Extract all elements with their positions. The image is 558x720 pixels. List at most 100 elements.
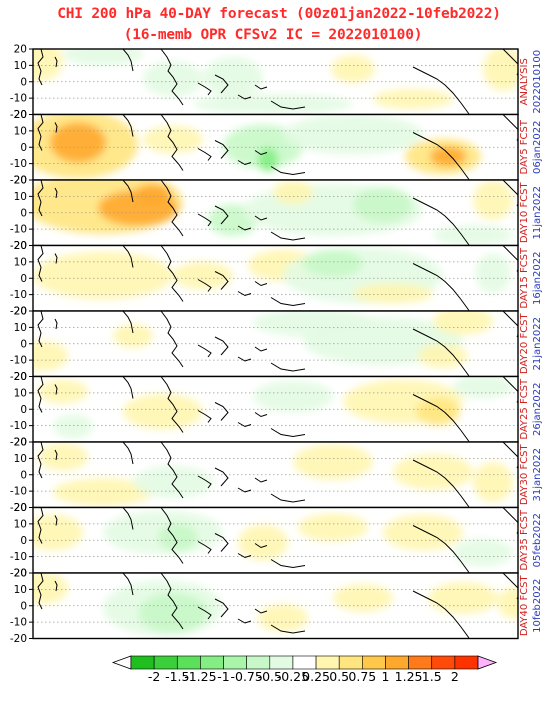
colorbar-label: -1.5 (165, 669, 189, 684)
panel-date: 21jan2022 (532, 317, 543, 370)
anomaly-contour (33, 251, 173, 300)
coastline (37, 114, 44, 151)
anomaly-contour (53, 414, 93, 439)
y-tick-label: 10 (14, 256, 27, 268)
coastline (412, 459, 470, 508)
y-tick-label: -10 (10, 617, 27, 629)
panel: 20 10 0 -10 -20 DAY30 FCST 31jan2022 (10, 437, 543, 515)
coastline (54, 56, 58, 68)
coastline (122, 311, 134, 334)
coastline (160, 180, 184, 237)
coastline (197, 475, 212, 489)
coastline (214, 74, 229, 94)
colorbar-over-arrow (477, 655, 498, 670)
anomaly-contour (203, 57, 263, 97)
colorbar-swatch (292, 655, 317, 670)
coastline (160, 245, 184, 302)
coastline (214, 205, 229, 225)
colorbar-label: -0.5 (258, 669, 282, 684)
anomaly-contour (33, 514, 83, 551)
coastline (237, 553, 252, 559)
y-tick-label: 0 (20, 207, 27, 219)
panel-label: DAY40 FCST (519, 574, 530, 636)
colorbar-swatch (153, 655, 178, 670)
coastline (214, 533, 229, 552)
colorbar-label: 0.25 (302, 669, 330, 684)
y-tick-label: 20 (14, 175, 27, 187)
anomaly-contour (258, 604, 308, 632)
coastline (214, 336, 229, 356)
anomaly-contour (50, 122, 106, 163)
colorbar-label: -0.75 (230, 669, 262, 684)
colorbar: -2 -1.5-1.25 -1 -0.75-0.5-0.250.25 0.5 0.75 1 1… (111, 655, 498, 684)
y-tick-label: 20 (14, 109, 27, 121)
coastline (214, 271, 229, 290)
colorbar-swatch (454, 655, 479, 670)
colorbar-label: 2 (451, 669, 459, 684)
panel-date: 11jan2022 (532, 186, 543, 239)
coastline (270, 624, 306, 634)
panel-date: 16jan2022 (532, 252, 543, 305)
coastline (122, 114, 134, 137)
y-tick-label: 0 (20, 404, 27, 416)
coastline (122, 507, 134, 530)
anomaly-contour (143, 61, 203, 97)
colorbar-swatch (385, 655, 409, 670)
anomaly-contour (393, 454, 473, 490)
coastline (412, 66, 470, 115)
coastline (237, 291, 252, 297)
panel-label: DAY15 FCST (519, 247, 530, 309)
coastline (412, 263, 470, 311)
coastline (197, 606, 212, 620)
colorbar-label: 0.5 (329, 669, 349, 684)
y-tick-label: 20 (14, 437, 27, 449)
anomaly-contour (293, 444, 373, 480)
anomaly-contour (303, 249, 363, 278)
y-tick-label: -20 (10, 240, 27, 252)
anomaly-contour (123, 393, 203, 430)
y-tick-label: 20 (14, 240, 27, 252)
anomaly-contour (430, 146, 466, 167)
y-tick-label: -10 (10, 551, 27, 563)
coastline (37, 376, 44, 413)
coastline (270, 166, 306, 176)
coastline (37, 442, 44, 479)
coastline (237, 487, 252, 493)
anomaly-contour (63, 49, 143, 66)
coastline (254, 543, 268, 549)
anomaly-contour (433, 311, 493, 335)
coastline (270, 559, 306, 569)
coastline (197, 82, 212, 96)
coastline (254, 150, 268, 156)
anomaly-field (38, 443, 513, 506)
colorbar-swatch (431, 655, 456, 670)
anomaly-contour (353, 187, 413, 223)
y-tick-label: -20 (10, 306, 27, 318)
coastline (54, 122, 58, 133)
y-tick-label: 10 (14, 453, 27, 465)
coastline (270, 231, 306, 241)
y-tick-label: -20 (10, 109, 27, 121)
coastline (412, 394, 470, 442)
anomaly-contour (373, 89, 453, 109)
y-tick-label: 20 (14, 306, 27, 318)
coastline (237, 618, 252, 624)
coastline (254, 412, 268, 418)
anomaly-contour (113, 324, 153, 348)
coastline (254, 215, 268, 221)
coastline (502, 442, 518, 469)
coastline (412, 132, 470, 180)
colorbar-swatch (269, 655, 294, 670)
anomaly-field (33, 49, 518, 114)
coastline (54, 515, 58, 526)
y-tick-label: 0 (20, 76, 27, 88)
coastline (122, 49, 134, 72)
coastline (412, 197, 470, 246)
panel-label: DAY10 FCST (519, 181, 530, 243)
coastline (214, 140, 229, 159)
panel-label: DAY35 FCST (519, 509, 530, 571)
y-tick-label: -20 (10, 175, 27, 187)
y-tick-label: -10 (10, 158, 27, 170)
anomaly-contour (333, 584, 393, 612)
y-tick-label: 0 (20, 600, 27, 612)
